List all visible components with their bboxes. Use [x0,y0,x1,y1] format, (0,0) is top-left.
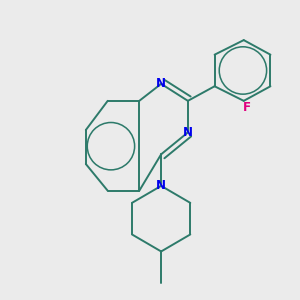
Text: N: N [183,126,193,139]
Text: N: N [156,77,166,90]
Text: F: F [243,101,251,115]
Text: N: N [156,179,166,192]
